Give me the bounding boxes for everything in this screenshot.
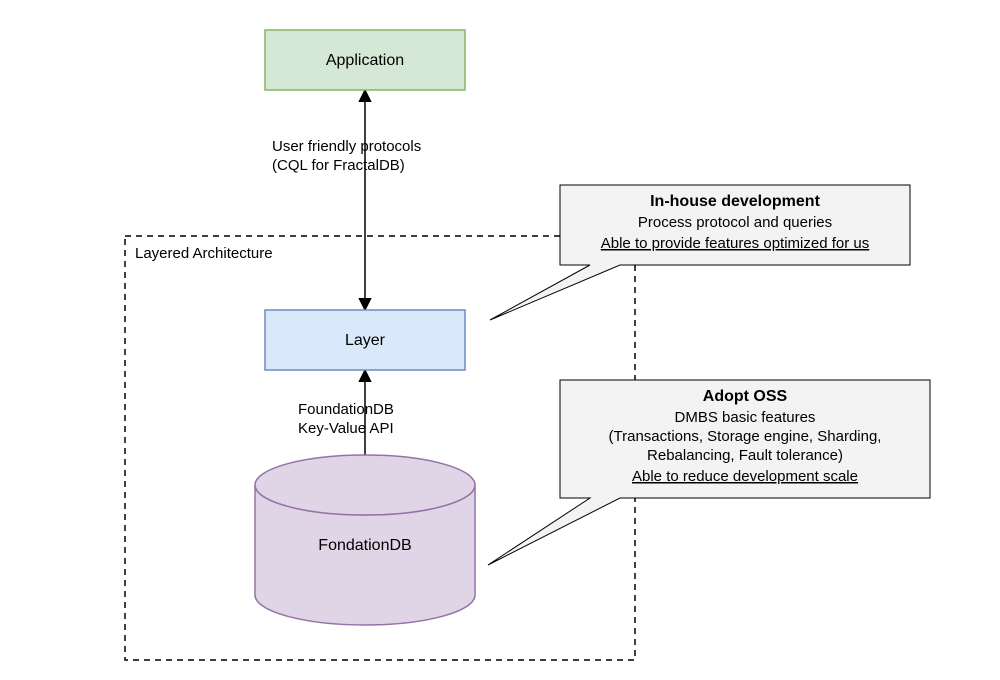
layered-architecture-label: Layered Architecture (135, 245, 273, 262)
inhouse-underline: Able to provide features optimized for u… (601, 235, 869, 252)
app-layer-label-2: (CQL for FractalDB) (272, 157, 405, 174)
oss-line-1: (Transactions, Storage engine, Sharding, (609, 428, 882, 445)
oss-title: Adopt OSS (703, 388, 788, 405)
oss-underline: Able to reduce development scale (632, 468, 858, 485)
inhouse-title: In-house development (650, 193, 820, 210)
layer-label: Layer (345, 332, 386, 349)
foundationdb-cylinder-top (255, 455, 475, 515)
oss-line-0: DMBS basic features (675, 409, 816, 426)
foundationdb-label: FondationDB (318, 537, 411, 554)
oss-line-2: Rebalancing, Fault tolerance) (647, 447, 843, 464)
app-layer-label-1: User friendly protocols (272, 138, 421, 155)
layer-fdb-label-1: FoundationDB (298, 401, 394, 418)
layer-fdb-label-2: Key-Value API (298, 420, 394, 437)
inhouse-line-0: Process protocol and queries (638, 214, 832, 231)
application-label: Application (326, 52, 404, 69)
